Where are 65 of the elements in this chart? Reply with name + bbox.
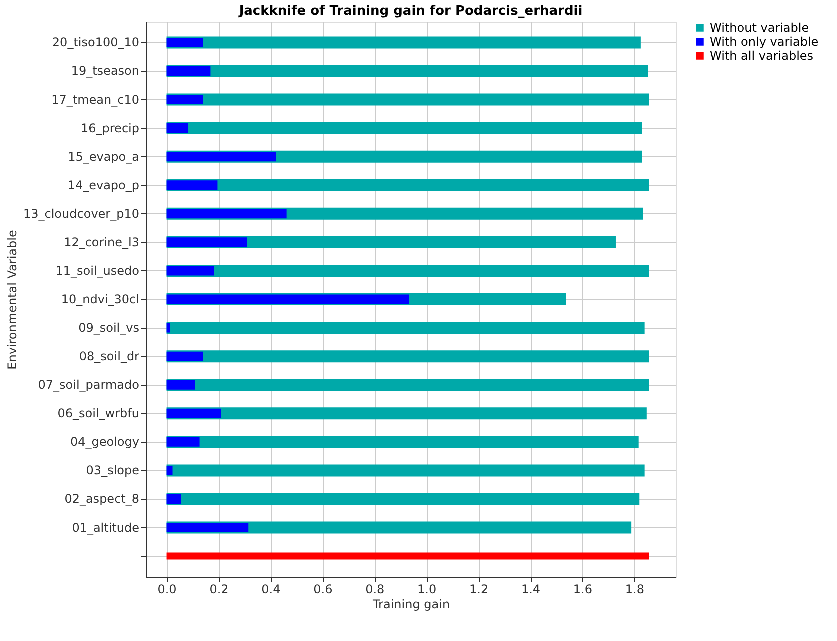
x-tick-label: 0.6 [314, 582, 333, 596]
y-tick-label: 16_precip [81, 121, 140, 136]
bar [166, 352, 204, 362]
bar [166, 180, 218, 190]
y-tick-label: 04_geology [70, 435, 140, 450]
chart-title: Jackknife of Training gain for Podarcis_erhardii [238, 4, 583, 19]
bar [166, 94, 650, 106]
x-tick-label: 0.2 [210, 582, 229, 596]
y-tick-label: 20_tiso100_10 [52, 36, 140, 50]
y-tick-label: 15_evapo_a [68, 150, 140, 164]
bar [166, 66, 211, 76]
x-tick-label: 0.4 [262, 582, 281, 596]
x-tick-label: 1.6 [573, 582, 593, 596]
bar [166, 38, 204, 48]
bar [166, 436, 639, 448]
y-tick-label: 12_corine_l3 [64, 235, 140, 250]
y-tick-label: 11_soil_usedo [56, 264, 140, 278]
bar [166, 408, 222, 418]
x-tick-label: 1.0 [418, 582, 437, 596]
bar [166, 466, 173, 476]
bar [166, 350, 650, 363]
x-tick-label: 1.2 [470, 582, 489, 596]
bar [166, 322, 645, 334]
bar [166, 179, 650, 192]
bar [166, 294, 410, 304]
y-tick-label: 10_ndvi_30cl [61, 292, 140, 306]
y-axis-title: Environmental Variable [5, 230, 20, 370]
bar [166, 209, 287, 219]
bar [166, 238, 248, 248]
y-tick-label: 02_aspect_8 [64, 492, 140, 506]
bar [166, 379, 650, 392]
y-tick-label: 03_slope [86, 464, 140, 478]
y-tick-label: 09_soil_vs [78, 321, 140, 336]
y-tick-label: 13_cloudcover_p10 [23, 206, 140, 221]
bar [166, 464, 645, 477]
bar [166, 380, 196, 390]
bar [166, 124, 188, 134]
y-tick-label: 01_altitude [72, 520, 140, 535]
y-tick-label: 19_tseason [71, 64, 140, 78]
bar [166, 36, 641, 49]
bar [166, 266, 214, 276]
bar [166, 437, 200, 447]
y-tick-label: 14_evapo_p [68, 178, 140, 192]
bar [166, 493, 640, 506]
bar [166, 264, 650, 277]
y-tick-label: 07_soil_parmado [38, 378, 140, 392]
x-axis-title: Training gain [372, 598, 450, 612]
y-tick-label: 06_soil_wrbfu [58, 406, 140, 421]
legend-label: With only variable [710, 35, 819, 49]
bar [166, 494, 182, 504]
legend-label: With all variables [710, 49, 814, 63]
bar [166, 552, 650, 560]
bar [166, 523, 249, 533]
bar [166, 122, 642, 134]
legend-label: Without variable [710, 21, 810, 35]
x-tick-label: 1.4 [521, 582, 541, 596]
bar [166, 95, 204, 105]
y-tick-label: 08_soil_dr [79, 350, 140, 364]
x-tick-label: 1.8 [625, 582, 644, 596]
bar [166, 152, 276, 162]
y-tick-label: 17_tmean_c10 [52, 92, 140, 107]
x-tick-label: 0.8 [366, 582, 385, 596]
x-tick-label: 0.0 [158, 582, 177, 596]
bar [166, 65, 648, 78]
bar [166, 408, 647, 420]
